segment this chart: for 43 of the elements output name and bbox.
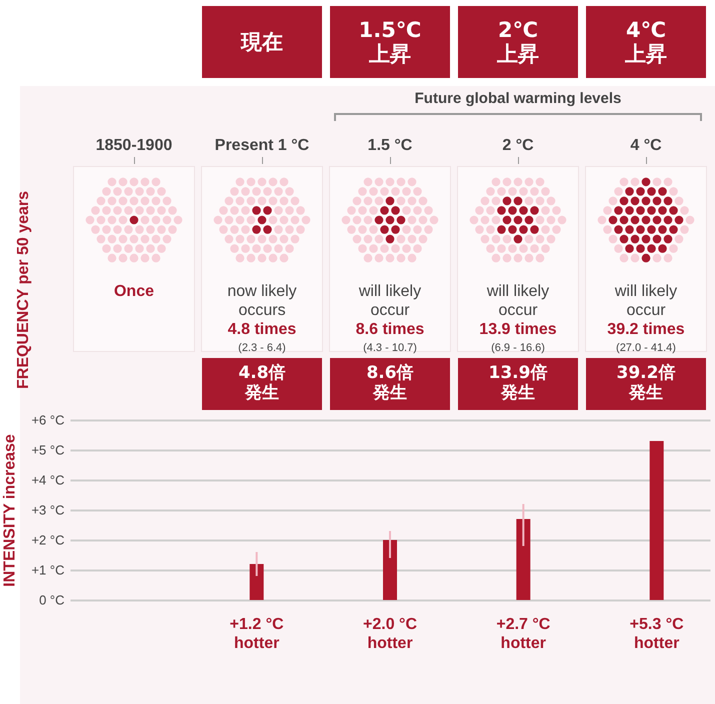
category-label: Present 1 °C bbox=[214, 137, 310, 155]
y-tick-label: +3 °C bbox=[31, 502, 64, 518]
data-label: +1.2 °C hotter bbox=[230, 616, 284, 652]
text: 上昇 bbox=[369, 42, 411, 66]
text: 上昇 bbox=[625, 42, 667, 66]
data-label: +2.0 °C hotter bbox=[363, 616, 418, 652]
bar bbox=[250, 564, 264, 600]
text: 2℃ bbox=[498, 18, 538, 42]
text: 8.6倍 bbox=[366, 363, 414, 384]
text: 上昇 bbox=[497, 42, 539, 66]
data-label: will likely occur 8.6 times (4.3 - 10.7) bbox=[354, 282, 426, 356]
data-label: Once bbox=[112, 282, 155, 301]
category-label: 2 °C bbox=[501, 137, 535, 155]
data-label: +2.7 °C hotter bbox=[496, 616, 551, 652]
data-label: +5.3 °C hotter bbox=[630, 616, 684, 652]
data-label: will likely occur 13.9 times (6.9 - 16.6) bbox=[478, 282, 558, 356]
data-label: will likely occur 39.2 times (27.0 - 41.4) bbox=[606, 282, 686, 356]
text: 発生 bbox=[245, 383, 279, 404]
text: 1.5℃ bbox=[358, 18, 422, 42]
y-tick-label: +1 °C bbox=[31, 562, 64, 578]
data-label: now likely occurs 4.8 times (2.3 - 6.4) bbox=[226, 282, 298, 356]
text: 発生 bbox=[373, 383, 407, 404]
text: 13.9倍 bbox=[488, 363, 548, 384]
text: 発生 bbox=[629, 383, 663, 404]
y-tick-label: +5 °C bbox=[31, 442, 64, 458]
y-tick-label: 0 °C bbox=[39, 592, 64, 608]
text: Future global warming levels bbox=[414, 90, 622, 107]
text: 4.8倍 bbox=[238, 363, 286, 384]
y-tick-label: +6 °C bbox=[31, 412, 64, 428]
category-label: 1850-1900 bbox=[94, 137, 174, 155]
bar bbox=[516, 519, 530, 600]
text: 4℃ bbox=[626, 18, 666, 42]
text: 39.2倍 bbox=[616, 363, 676, 384]
text: 発生 bbox=[501, 383, 535, 404]
bar bbox=[383, 540, 397, 600]
text: 現在 bbox=[241, 30, 283, 54]
category-label: 1.5 °C bbox=[366, 137, 414, 155]
y-axis-title: INTENSITY increase bbox=[1, 434, 18, 587]
category-label: 4 °C bbox=[629, 137, 663, 155]
bar bbox=[650, 441, 664, 600]
y-tick-label: +4 °C bbox=[31, 472, 64, 488]
y-tick-label: +2 °C bbox=[31, 532, 64, 548]
text: FREQUENCY per 50 years bbox=[15, 190, 33, 390]
